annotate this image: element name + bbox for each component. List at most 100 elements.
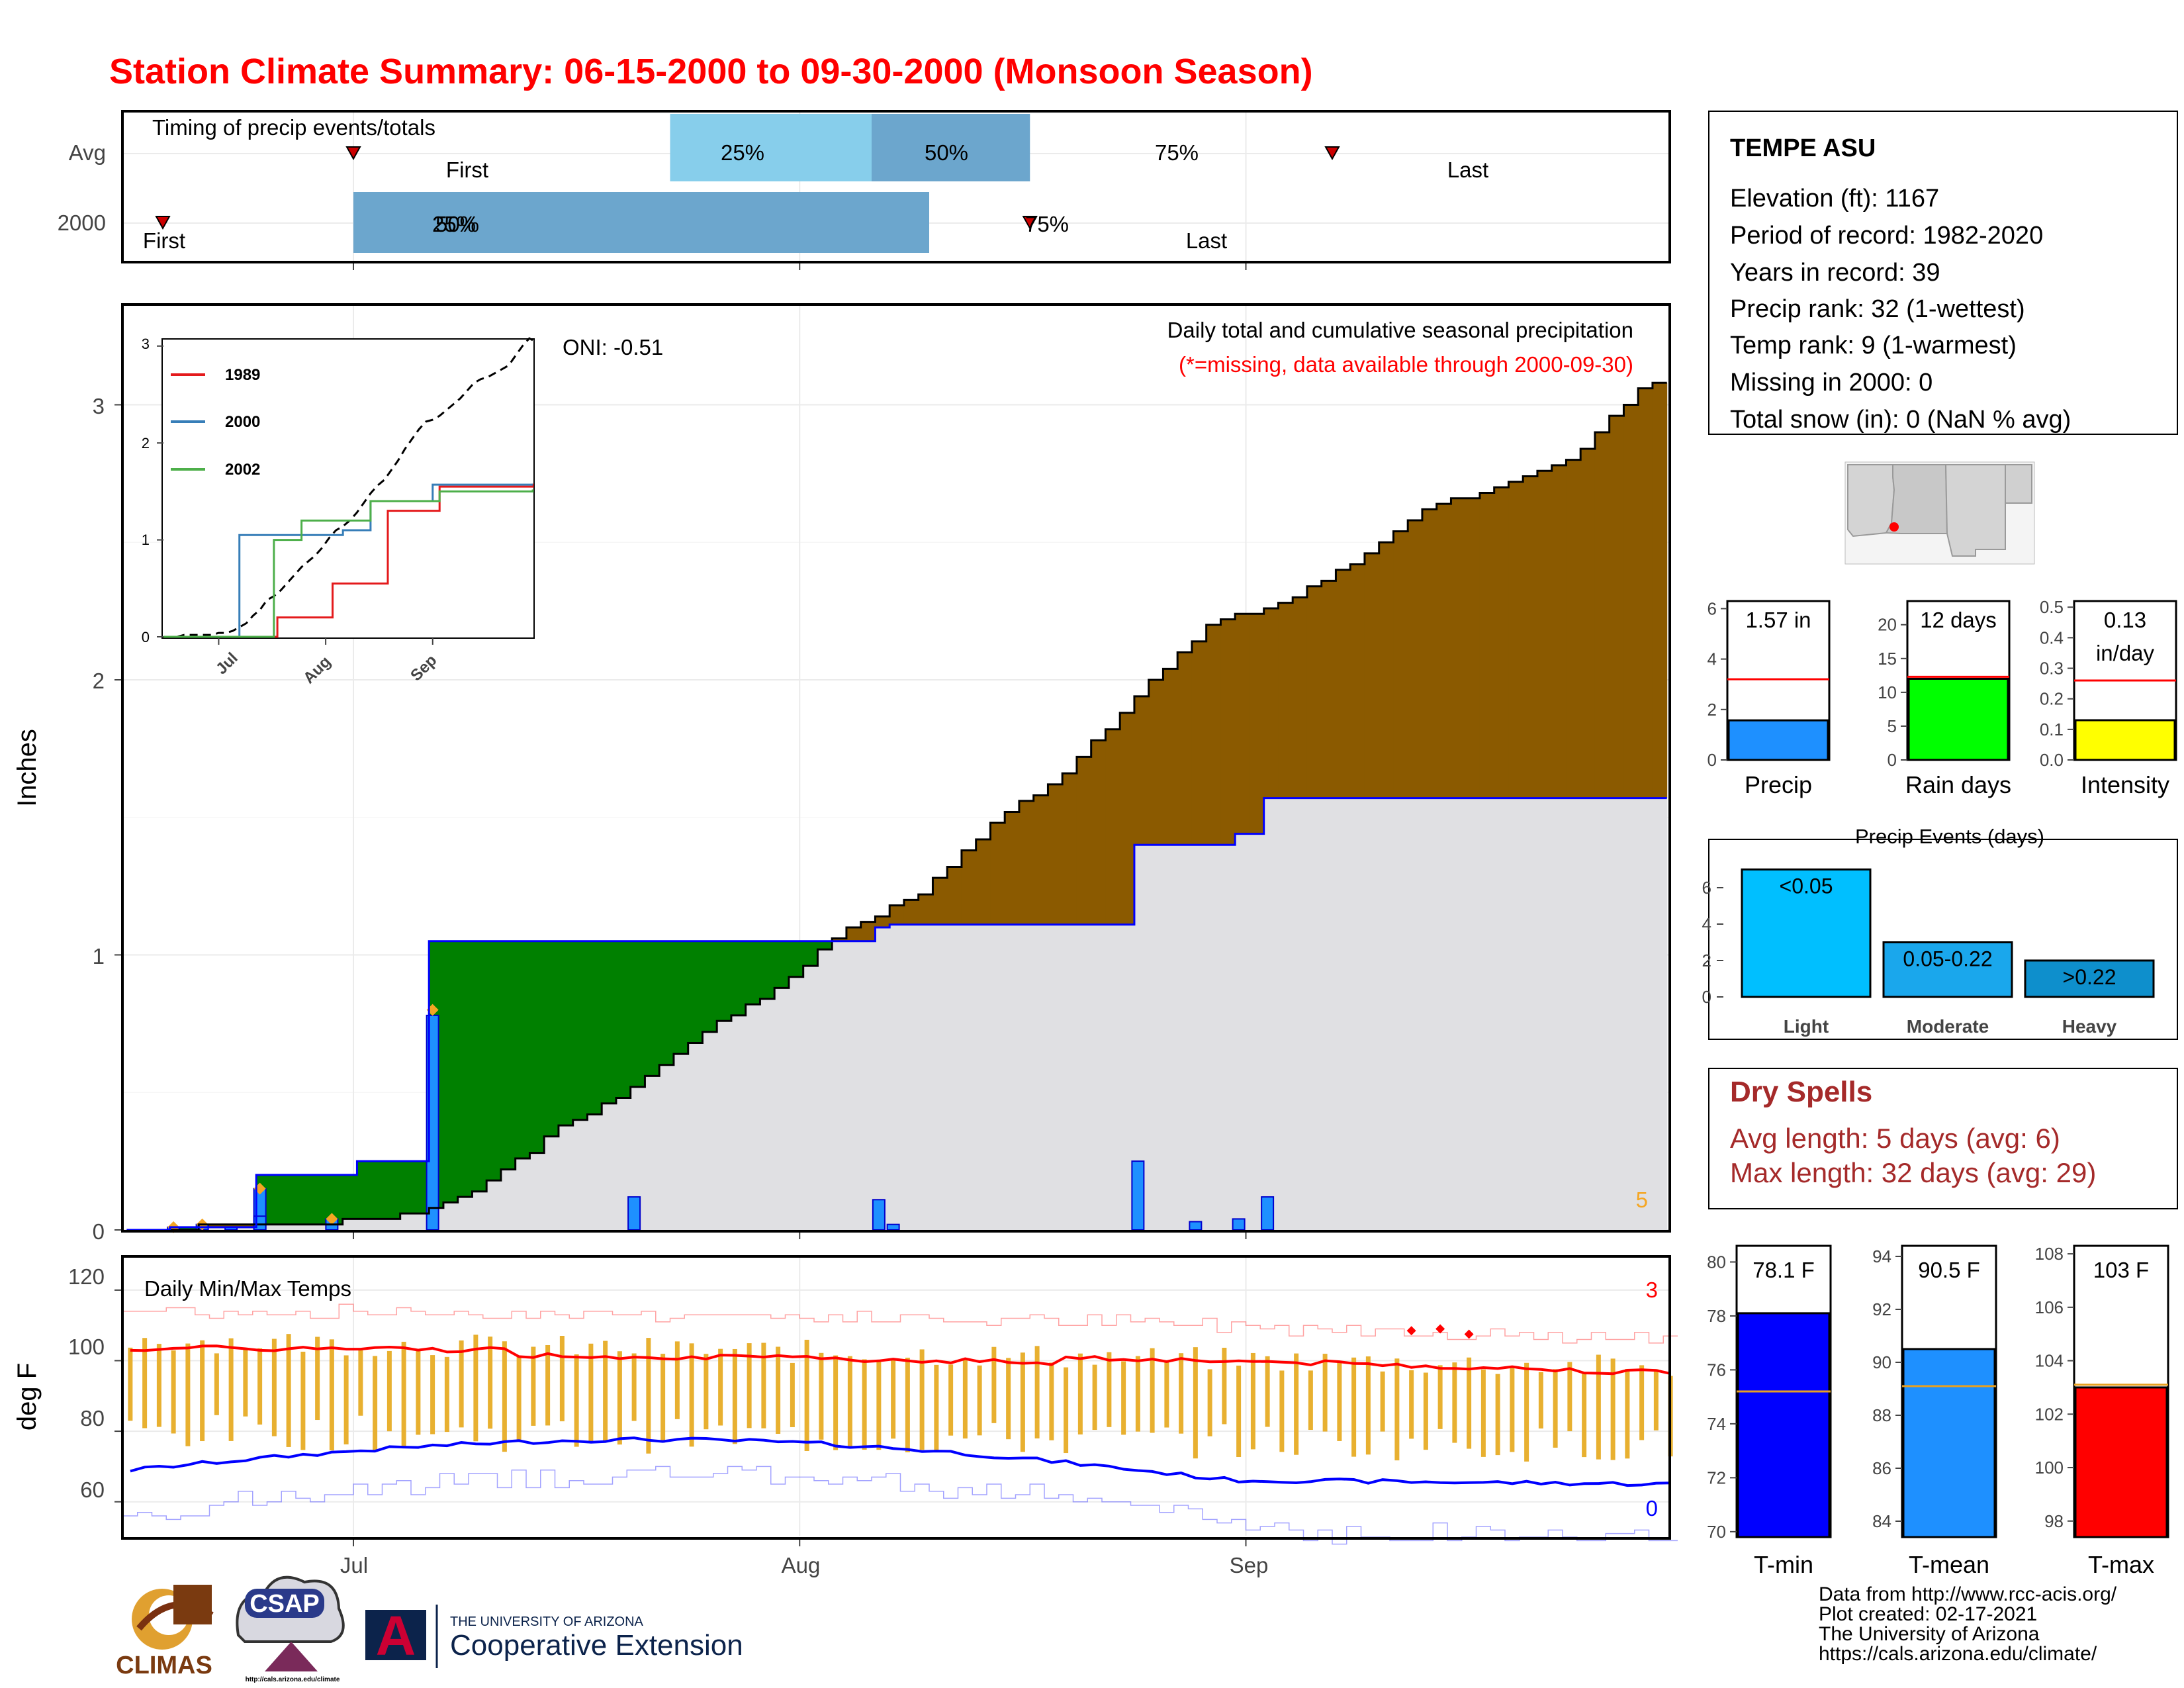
daily-precip-bar — [1131, 1160, 1145, 1231]
cumulative-avg-area — [1293, 798, 1308, 1230]
station-line-precip-rank: Precip rank: 32 (1-wettest) — [1730, 295, 2025, 323]
cumulative-avg-area — [788, 976, 804, 1230]
events-title: Precip Events (days) — [1855, 825, 2044, 848]
deficit-area — [1494, 487, 1509, 798]
mini-bar-value-0 — [1727, 719, 1829, 761]
cumulative-avg-area — [645, 1076, 660, 1230]
temp-bar-tick-0: 70 — [1707, 1522, 1726, 1542]
cumulative-avg-area — [400, 1213, 415, 1230]
deficit-area — [1465, 498, 1480, 798]
climas-logo: CLIMAS — [116, 1585, 214, 1679]
temp-bar-tick-1: 88 — [1872, 1405, 1891, 1425]
deficit-area — [1134, 696, 1150, 845]
precip-ylabel: Inches — [13, 729, 42, 807]
cumulative-avg-area — [976, 924, 991, 1230]
timing-panel-border — [121, 110, 1671, 263]
temp-bar-value-text-0: 78.1 F — [1752, 1258, 1815, 1282]
daily-temp-bar — [718, 1348, 723, 1426]
cumulative-avg-area — [1120, 924, 1135, 1230]
daily-temp-bar — [660, 1354, 666, 1443]
cumulative-avg-area — [242, 1227, 257, 1230]
cumulative-avg-area — [1609, 798, 1624, 1230]
mini-bar-value-text-1: 12 days — [1920, 608, 1997, 632]
surplus-area — [414, 1161, 430, 1214]
station-line-years: Years in record: 39 — [1730, 259, 1940, 287]
dry-spells-box: Dry Spells Avg length: 5 days (avg: 6) M… — [1708, 1068, 2178, 1209]
cumulative-avg-area — [760, 998, 775, 1230]
cumulative-avg-area — [947, 924, 962, 1230]
cumulative-avg-area — [1465, 798, 1480, 1230]
daily-temp-bar — [1567, 1362, 1572, 1432]
surplus-area — [688, 941, 703, 1043]
deficit-area — [1220, 619, 1236, 845]
cumulative-avg-area — [1033, 924, 1048, 1230]
cumulative-avg-area — [1220, 845, 1236, 1230]
surplus-area — [357, 1161, 372, 1219]
cumulative-avg-area — [212, 1227, 228, 1230]
daily-temp-bar — [559, 1336, 565, 1422]
daily-temp-bar — [1279, 1370, 1285, 1452]
temp-bar-tick-0: 72 — [1707, 1468, 1726, 1487]
mini-bar-value-text-0: 1.57 in — [1745, 608, 1811, 632]
cumulative-avg-area — [1523, 798, 1538, 1230]
cumulative-avg-area — [1163, 845, 1178, 1230]
events-ytick: 0 — [1702, 987, 1711, 1007]
daily-temp-bar — [387, 1350, 392, 1432]
surplus-area — [630, 941, 645, 1087]
deficit-area — [990, 823, 1005, 925]
cumulative-avg-area — [602, 1103, 617, 1230]
daily-temp-bar — [416, 1350, 421, 1435]
daily-temp-bar — [1495, 1374, 1500, 1456]
daily-temp-bar — [286, 1334, 291, 1447]
daily-temp-bar — [1179, 1353, 1184, 1434]
surplus-area — [270, 1174, 286, 1225]
daily-temp-bar — [1034, 1346, 1040, 1438]
timing-2000-p25: 25% — [432, 212, 476, 236]
temp-summary-bars: 70 72 74 76 78 80 78.1 F T-min 84 86 88 90 92 94 90.5 … — [1707, 1244, 2169, 1578]
cumulative-avg-area — [1594, 798, 1610, 1230]
temp-bar-tick-2: 108 — [2035, 1244, 2064, 1264]
cumulative-avg-area — [688, 1043, 703, 1230]
temp-bar-tick-2: 98 — [2044, 1511, 2064, 1531]
daily-temp-bar — [545, 1344, 551, 1426]
precip-annotation: Daily total and cumulative seasonal prec… — [1167, 318, 1633, 342]
daily-temp-bar — [1308, 1370, 1313, 1430]
deficit-area — [1422, 509, 1437, 798]
cumulative-avg-area — [314, 1224, 329, 1230]
cumulative-avg-area — [1623, 798, 1639, 1230]
surplus-area — [558, 941, 574, 1126]
precip-ytick-2: 2 — [93, 669, 105, 693]
daily-precip-bar — [886, 1223, 900, 1231]
deficit-area — [947, 867, 962, 925]
cumulative-avg-area — [774, 988, 790, 1230]
cumulative-avg-area — [1494, 798, 1509, 1230]
mini-bar-value-unit-2: in/day — [2096, 641, 2155, 665]
cumulative-avg-area — [1148, 845, 1163, 1230]
cumulative-avg-area — [486, 1180, 502, 1230]
footer-line-url: https://cals.arizona.edu/climate/ — [1819, 1643, 2097, 1665]
surplus-area — [299, 1174, 314, 1225]
daily-temp-bar — [588, 1343, 594, 1443]
footer-line-created: Plot created: 02-17-2021 — [1819, 1603, 2037, 1625]
cumulative-avg-area — [1306, 798, 1322, 1230]
daily-temp-bar — [1596, 1354, 1601, 1460]
daily-temp-bar — [401, 1341, 406, 1448]
daily-temp-bar — [948, 1364, 954, 1436]
deficit-area — [1479, 492, 1495, 798]
temp-panel-border — [121, 1255, 1671, 1540]
cumulative-avg-area — [299, 1224, 314, 1230]
daily-temp-bar — [646, 1338, 651, 1454]
mini-bar-value-text-2: 0.13 — [2104, 608, 2146, 632]
cumulative-avg-area — [457, 1197, 473, 1230]
mini-bar-label-2: Intensity — [2081, 771, 2169, 798]
cumulative-avg-area — [1652, 798, 1668, 1230]
deficit-area — [1019, 800, 1034, 925]
daily-precip-bar — [627, 1196, 641, 1231]
daily-temp-bar — [1610, 1358, 1615, 1460]
events-category-1: Moderate — [1907, 1016, 1989, 1037]
daily-temp-bar — [1480, 1369, 1486, 1457]
surplus-area — [472, 941, 487, 1192]
events-bar-heavy — [2024, 959, 2155, 998]
temp-bar-tick-1: 84 — [1872, 1511, 1891, 1531]
